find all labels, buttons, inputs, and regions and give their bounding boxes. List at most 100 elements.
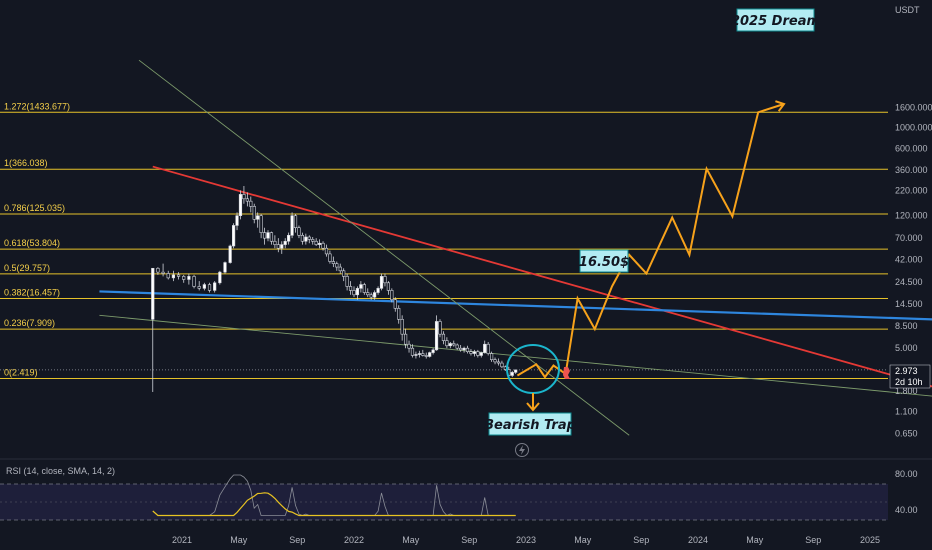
candle-body	[493, 359, 497, 363]
time-tick-label: 2021	[172, 535, 192, 545]
price-axis[interactable]: USDT 1600.000 1000.000 600.000 360.000 220.0…	[889, 5, 932, 438]
time-tick-label: May	[746, 535, 764, 545]
candle-body	[472, 351, 477, 354]
trap-label: Bearish Trap	[484, 418, 576, 433]
target-label: 16.50$	[579, 255, 629, 270]
candle-body	[297, 227, 301, 236]
candle-body	[290, 215, 294, 236]
candle-body	[397, 308, 401, 320]
candle-body	[414, 354, 418, 356]
candle-body	[390, 290, 394, 301]
candle-body	[202, 284, 206, 289]
candle-body	[273, 240, 277, 245]
time-tick-label: 2024	[688, 535, 708, 545]
candle-body	[304, 236, 308, 242]
candle-body	[469, 351, 473, 354]
fib-level-label: 1.272(1433.677)	[4, 101, 70, 111]
candle-body	[311, 239, 315, 242]
fib-level-label: 0.236(7.909)	[4, 318, 55, 328]
fib-level-label: 0.5(29.757)	[4, 263, 50, 273]
rsi-band	[0, 484, 888, 520]
candle-body	[379, 276, 384, 289]
fib-level-label: 0(2.419)	[4, 367, 38, 377]
candle-body	[462, 347, 466, 351]
candle-body	[192, 276, 196, 287]
price-tick-label: 1.800	[895, 386, 918, 396]
price-tick-label: 8.500	[895, 321, 918, 331]
rsi-panel[interactable]: RSI (14, close, SMA, 14, 2) 80.00 40.00	[0, 458, 932, 521]
rsi-label: RSI (14, close, SMA, 14, 2)	[6, 466, 115, 476]
price-tick-label: 1000.000	[895, 122, 932, 132]
candle-body	[441, 333, 446, 341]
candle-body	[276, 244, 280, 249]
candle-body	[228, 245, 232, 263]
price-tick-label: 42.000	[895, 254, 923, 264]
candle-body	[176, 274, 181, 277]
candle-body	[232, 225, 236, 247]
candle-body	[452, 343, 456, 346]
candle-body	[407, 343, 411, 349]
candle-body	[421, 353, 425, 356]
candle-body	[510, 372, 514, 376]
price-tick-label: 0.650	[895, 428, 918, 438]
candle-body	[455, 344, 459, 349]
rsi-sma-line	[152, 492, 516, 517]
candle-body	[293, 215, 298, 228]
candle-body	[465, 347, 470, 352]
time-tick-label: Sep	[805, 535, 821, 545]
candle-body	[376, 288, 380, 293]
candle-body	[338, 266, 342, 272]
price-tick-label: 5.000	[895, 343, 918, 353]
candle-body	[486, 343, 490, 354]
candle-body	[249, 200, 253, 207]
candle-body	[161, 271, 165, 274]
time-tick-label: Sep	[461, 535, 477, 545]
candle-body	[514, 369, 518, 373]
projection-arrow-head-icon	[775, 100, 786, 112]
candle-body	[218, 271, 222, 284]
time-tick-label: 2023	[516, 535, 536, 545]
lightning-icon[interactable]	[515, 443, 529, 457]
candle-body	[213, 282, 217, 291]
candle-body	[342, 270, 346, 277]
candle-body	[328, 253, 332, 262]
time-axis[interactable]: 2021 May Sep 2022 May Sep 2023 May Sep 2024 May Sep…	[172, 535, 880, 545]
candle-body	[403, 333, 408, 345]
candlestick-series	[151, 185, 518, 392]
price-tick-label: 24.500	[895, 277, 923, 287]
candle-body	[355, 288, 360, 296]
candle-body	[207, 284, 212, 291]
red-trend-line	[152, 165, 932, 388]
alert-flag-icon	[563, 367, 570, 379]
candle-body	[410, 347, 415, 356]
time-tick-label: 2022	[344, 535, 364, 545]
candle-body	[352, 290, 356, 296]
candle-body	[431, 349, 435, 353]
candle-body	[459, 347, 463, 351]
current-price-badge	[889, 364, 931, 389]
dream-annotation: 2025 Dream	[731, 8, 820, 32]
candle-body	[187, 276, 191, 280]
candle-body	[348, 286, 353, 291]
candle-body	[262, 232, 267, 239]
time-tick-label: May	[574, 535, 592, 545]
candle-body	[314, 240, 318, 245]
price-tick-label: 14.500	[895, 299, 923, 309]
time-tick-label: 2025	[860, 535, 880, 545]
price-tick-label: 1600.000	[895, 103, 932, 113]
green-support-line	[99, 314, 932, 397]
candle-body	[500, 362, 504, 368]
rsi-lower-label: 40.00	[895, 505, 918, 515]
candle-body	[496, 361, 501, 364]
candle-body	[434, 321, 439, 351]
candle-body	[269, 232, 274, 242]
rsi-upper-label: 80.00	[895, 469, 918, 479]
trap-arrow-head-icon	[526, 402, 540, 412]
time-tick-label: May	[230, 535, 248, 545]
price-tick-label: 70.000	[895, 233, 923, 243]
candle-body	[182, 276, 186, 280]
candle-body	[383, 276, 387, 284]
candle-body	[335, 263, 339, 268]
